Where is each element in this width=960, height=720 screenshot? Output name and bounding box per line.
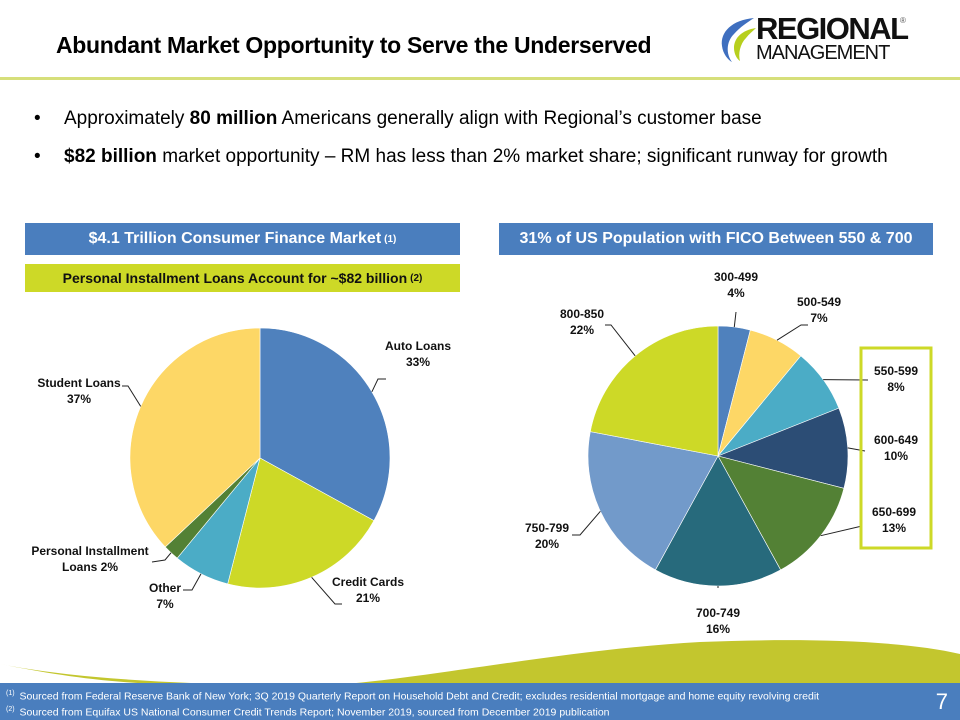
leader-line [820,525,863,537]
key-point: • Approximately 80 million Americans gen… [34,108,888,146]
data-label-name: Student Loans [37,376,121,390]
consumer-finance-market-band: $4.1 Trillion Consumer Finance Market (1… [25,223,460,255]
data-label-name: Personal Installment [31,544,148,558]
data-label-value: 33% [406,355,430,369]
band-title: 31% of US Population with FICO Between 5… [519,230,913,247]
regional-management-logo: REGIONAL MANAGEMENT ® [718,12,914,64]
data-label-name: 500-549 [797,295,841,309]
footer: (1) Sourced from Federal Reserve Bank of… [0,683,960,720]
data-label-value: 4% [727,286,745,300]
footnote-ref: (1) [384,233,397,245]
pie-chart-2: 300-499 4% 500-549 7% 550-599 8% 600-649 10% 650… [525,270,918,636]
leader-line [311,576,342,605]
footnote-mark: (1) [6,690,15,697]
leader-line [776,324,808,341]
leader-line [151,552,172,563]
data-label-value: 20% [535,537,559,551]
leader-line [733,311,737,328]
header-divider [0,77,960,80]
band-title: Personal Installment Loans Account for ~… [62,270,408,286]
data-label-name: 600-649 [874,433,918,447]
fico-population-band: 31% of US Population with FICO Between 5… [499,223,933,255]
data-label-value: 37% [67,392,91,406]
pie-slice-750-799 [587,431,719,571]
pie-chart-1: Auto Loans 33% Credit Cards 21% Other 7% Perso… [31,327,451,611]
data-label-value: 21% [356,591,380,605]
pie-slice-auto-loans [259,327,391,522]
data-label-value: 13% [882,521,906,535]
pie-slice-credit-cards [227,457,375,589]
data-label-name: 800-850 [560,307,604,321]
leader-line [183,573,202,591]
data-label-name: Auto Loans [385,339,451,353]
data-label-value: 22% [570,323,594,337]
key-point: • $82 billion market opportunity – RM ha… [34,146,888,184]
bullet-text: market opportunity – RM has less than 2%… [156,146,888,167]
registered-mark: ® [900,16,906,25]
footnote-text: Sourced from Federal Reserve Bank of New… [19,690,820,703]
bullet-text: Approximately [64,108,190,129]
logo-text-regional: REGIONAL [756,11,909,46]
fico-550-700-highlight-box [859,346,933,550]
leader-line [371,378,386,393]
bullet-icon: • [34,108,41,129]
data-label-name: 550-599 [874,364,918,378]
data-label-name: Other [149,581,181,595]
pie-slice-800-850 [589,325,719,457]
data-label-value: 7% [156,597,174,611]
data-label-name: 700-749 [696,606,740,620]
data-label-value: 16% [706,622,730,636]
footnote: (1) Sourced from Federal Reserve Bank of… [6,686,960,703]
footnote-ref: (2) [410,272,423,284]
footer-wave-decoration [0,640,960,685]
data-label-value: 7% [810,311,828,325]
data-label-name: 300-499 [714,270,758,284]
leader-line [572,511,601,536]
logo-swoosh-icon [721,18,756,62]
data-label-value: 8% [887,380,905,394]
pie-slice-600-649 [717,407,849,489]
band-title: $4.1 Trillion Consumer Finance Market [88,230,382,247]
bullet-text: Americans generally align with Regional’… [277,108,762,129]
bullet-icon: • [34,146,41,167]
leader-line [122,385,142,407]
data-label-name: 650-699 [872,505,916,519]
footnote-mark: (2) [6,706,15,713]
bullet-emphasis: 80 million [189,108,278,129]
data-label-name: 750-799 [525,521,569,535]
bullet-emphasis: $82 billion [64,146,157,167]
footnote-text: Sourced from Equifax US National Consume… [19,706,610,719]
key-points-list: • Approximately 80 million Americans gen… [34,108,888,184]
footnote: (2) Sourced from Equifax US National Con… [6,702,960,719]
data-label-value: Loans 2% [62,560,118,574]
leader-line [605,324,636,357]
logo-text-management: MANAGEMENT [756,42,890,64]
data-label-name: Credit Cards [332,575,404,589]
data-label-value: 10% [884,449,908,463]
page-number: 7 [935,689,948,714]
installment-loans-band: Personal Installment Loans Account for ~… [25,264,460,292]
page-title: Abundant Market Opportunity to Serve the… [56,32,652,58]
